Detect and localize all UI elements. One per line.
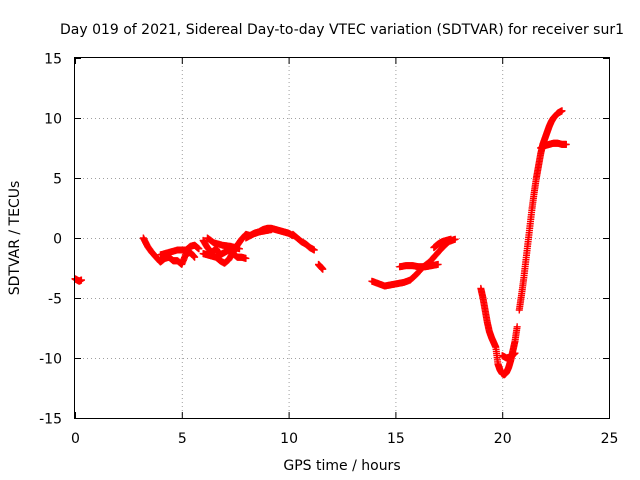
data-point	[235, 245, 243, 253]
series-segment	[498, 349, 519, 362]
x-tick-label: 20	[494, 431, 512, 447]
series-segment	[537, 139, 570, 152]
data-point	[77, 276, 85, 284]
y-tick-label: 0	[53, 232, 62, 248]
series-segment	[203, 234, 243, 253]
data-point	[310, 246, 318, 254]
series-segment	[430, 235, 455, 252]
plot-frame	[74, 57, 610, 419]
y-tick-label: -15	[39, 412, 62, 428]
data-point	[511, 349, 519, 357]
data-point	[191, 253, 199, 261]
y-tick-label: -5	[48, 292, 62, 308]
data-point	[242, 254, 250, 262]
series-segment	[71, 275, 85, 285]
series-segment	[315, 260, 327, 273]
data-point	[434, 260, 442, 268]
y-tick-labels: -15 -10 -5 0 5 10 15	[39, 52, 62, 428]
x-tick-label: 10	[280, 431, 298, 447]
series-segment	[156, 241, 203, 259]
data-point	[558, 107, 566, 115]
chart-title: Day 019 of 2021, Sidereal Day-to-day VTE…	[60, 22, 624, 38]
x-tick-label: 15	[387, 431, 405, 447]
series-segment	[477, 284, 521, 379]
y-axis-label: SDTVAR / TECUs	[7, 181, 23, 296]
y-tick-label: -10	[39, 352, 62, 368]
x-tick-label: 0	[71, 431, 80, 447]
data-point	[195, 245, 203, 253]
y-tick-label: 5	[53, 172, 62, 188]
data-point	[513, 323, 521, 331]
data-point	[268, 226, 276, 234]
x-axis-label: GPS time / hours	[283, 458, 400, 474]
series-segment	[396, 260, 442, 271]
data-points	[71, 107, 570, 379]
data-point	[447, 235, 455, 243]
series-segment	[242, 226, 276, 242]
series-segment	[515, 107, 566, 314]
y-tick-label: 15	[44, 52, 62, 68]
y-tick-label: 10	[44, 112, 62, 128]
data-point	[319, 265, 327, 273]
data-point	[562, 140, 570, 148]
x-tick-labels: 0 5 10 15 20 25	[71, 431, 618, 447]
axis-ticks	[75, 58, 610, 419]
series-segment	[289, 230, 318, 254]
x-tick-label: 5	[178, 431, 187, 447]
x-tick-label: 25	[601, 431, 619, 447]
